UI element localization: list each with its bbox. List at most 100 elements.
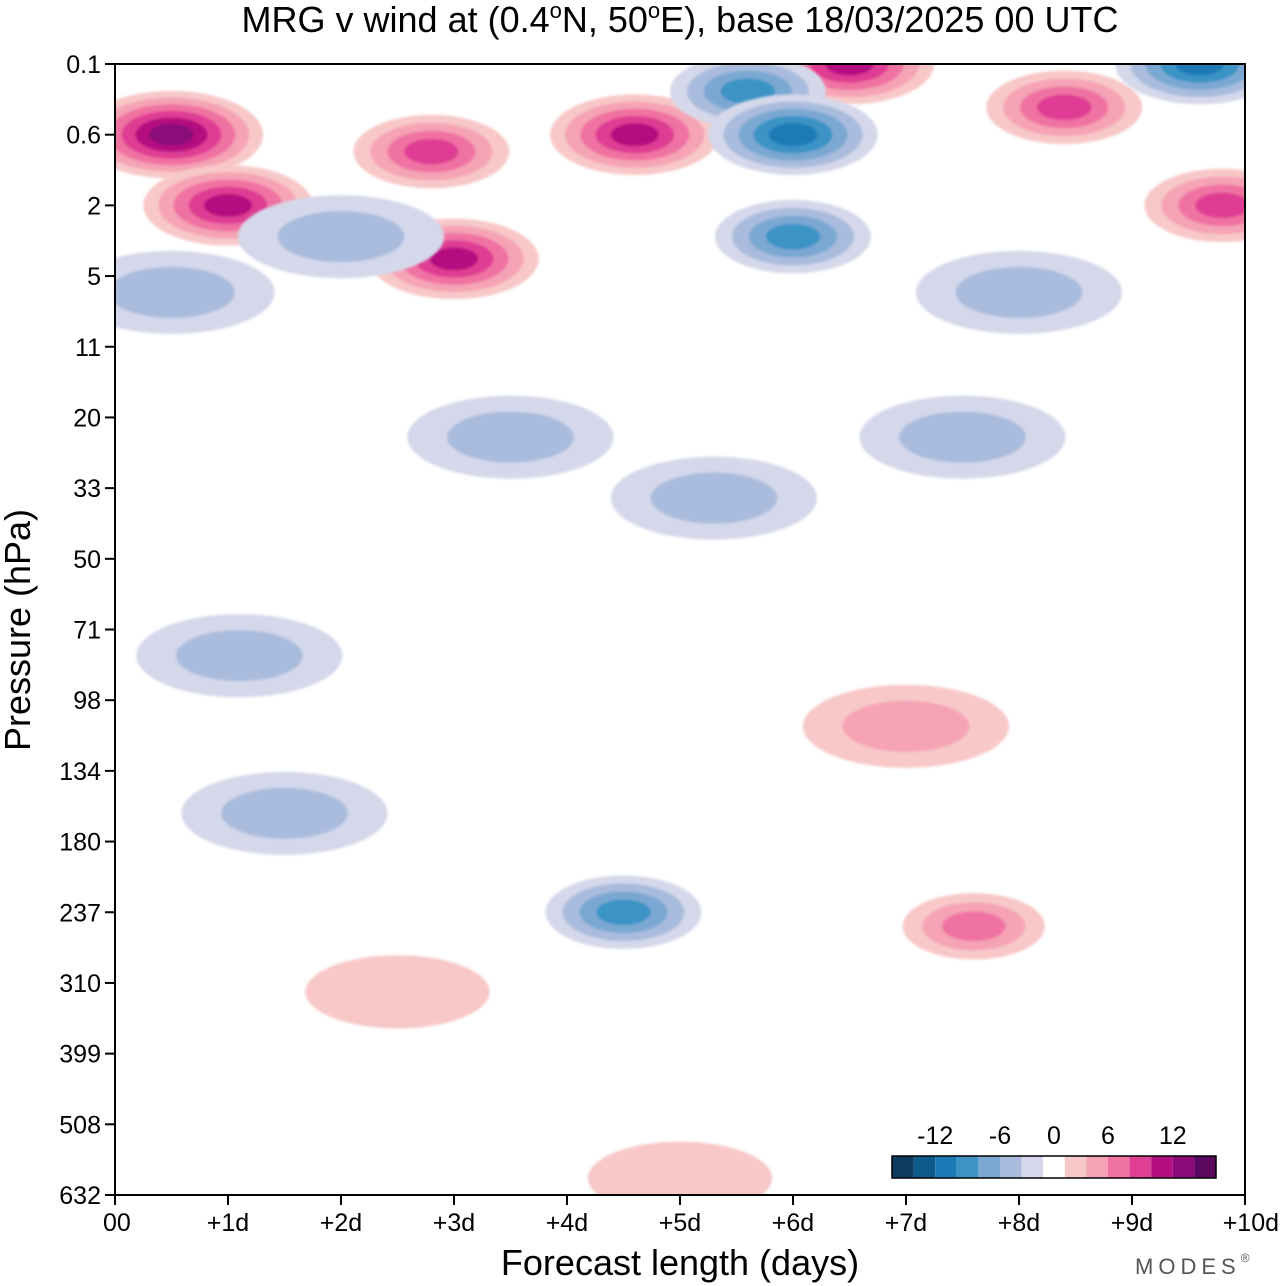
contour-band: [825, 64, 874, 76]
colorbar-swatch: [1021, 1156, 1044, 1178]
contour-field: [115, 64, 1245, 1195]
contour-feature-negative: [1115, 64, 1245, 105]
x-axis: 00 +1d +2d +3d +4d +5d +6d +7d +8d +9d +10d: [103, 1195, 1279, 1237]
y-axis: 0.1 0.6 2 5 11 20 33 50 71 98 134 180 237 310 399 508 63…: [59, 51, 115, 1210]
contour-feature-positive: [115, 90, 264, 179]
colorbar-swatch: [913, 1156, 936, 1178]
colorbar-swatch: [1000, 1156, 1022, 1178]
contour-band: [221, 787, 348, 839]
x-tick-label: +9d: [1111, 1209, 1153, 1237]
contour-feature-positive: [353, 114, 510, 189]
x-tick-label: +1d: [207, 1209, 249, 1237]
colorbar-swatch: [935, 1156, 957, 1178]
y-tick-label: 180: [59, 829, 101, 857]
x-tick-label: +2d: [320, 1209, 362, 1237]
y-tick-label: 20: [73, 404, 101, 432]
colorbar-swatch: [956, 1156, 979, 1178]
y-tick-label: 5: [87, 263, 101, 291]
contour-band: [768, 123, 818, 147]
y-tick-label: 11: [75, 334, 101, 362]
contour-feature-positive: [305, 955, 490, 1029]
x-tick-label: +5d: [659, 1209, 701, 1237]
colorbar-label: 12: [1159, 1122, 1187, 1150]
brand-logo: MODES®: [1135, 1251, 1255, 1279]
contour-feature-negative: [715, 199, 871, 274]
contour-feature-negative: [859, 395, 1066, 479]
y-tick-label: 237: [59, 899, 101, 927]
contour-feature-negative: [181, 771, 388, 855]
x-tick-label: +6d: [772, 1209, 814, 1237]
contour-feature-positive: [550, 94, 720, 175]
y-tick-label: 0.6: [66, 122, 101, 150]
contour-feature-negative: [708, 94, 878, 175]
x-tick-label: +7d: [885, 1209, 927, 1237]
x-axis-title: Forecast length (days): [501, 1242, 859, 1283]
contour-feature-positive: [1144, 168, 1245, 243]
contour-band: [596, 899, 651, 926]
y-tick-label: 50: [73, 546, 101, 574]
x-tick-label: 00: [103, 1209, 131, 1237]
colorbar-swatch: [978, 1156, 1000, 1178]
contour-band: [587, 1141, 773, 1195]
colorbar-swatch: [1108, 1156, 1130, 1178]
contour-feature-negative: [115, 250, 275, 334]
colorbar-swatch: [1194, 1156, 1216, 1178]
y-tick-label: 310: [59, 970, 101, 998]
contour-band: [842, 700, 970, 752]
contour-band: [955, 266, 1083, 318]
contour-band: [203, 193, 253, 217]
contour-band: [765, 223, 821, 250]
contour-feature-positive: [902, 893, 1045, 960]
y-tick-label: 0.1: [66, 51, 101, 79]
contour-band: [175, 630, 303, 682]
x-tick-label: +8d: [998, 1209, 1040, 1237]
x-tick-label: +10d: [1223, 1209, 1279, 1237]
y-tick-label: 399: [59, 1041, 101, 1069]
contour-band: [404, 138, 459, 165]
colorbar-label: 6: [1101, 1122, 1115, 1150]
contour-feature-negative: [407, 395, 614, 479]
y-tick-label: 2: [87, 192, 101, 220]
colorbar-swatch: [1129, 1156, 1152, 1178]
contour-band: [610, 123, 660, 147]
contour-band: [447, 411, 574, 463]
colorbar-frame: [891, 1155, 1217, 1179]
contour-band: [942, 911, 1006, 942]
contour-feature-negative: [610, 456, 817, 540]
y-tick-label: 98: [73, 687, 101, 715]
colorbar-swatch: [1172, 1156, 1195, 1178]
contour-feature-positive: [986, 70, 1143, 145]
contour-band: [650, 472, 778, 524]
contour-feature-negative: [545, 875, 702, 950]
colorbar-swatch: [1086, 1156, 1108, 1178]
contour-feature-positive: [587, 1141, 773, 1195]
contour-band: [277, 211, 405, 263]
contour-band: [149, 124, 194, 146]
y-tick-label: 508: [59, 1111, 101, 1139]
y-axis-title: Pressure (hPa): [0, 509, 38, 751]
colorbar-label: -6: [989, 1122, 1011, 1150]
x-tick-label: +4d: [546, 1209, 588, 1237]
contour-feature-negative: [237, 195, 445, 279]
contour-feature-negative: [915, 250, 1123, 334]
y-tick-label: 632: [59, 1182, 101, 1210]
y-tick-label: 71: [73, 617, 101, 645]
contour-band: [1037, 94, 1092, 121]
colorbar-legend: -12 -6 0 6 12: [891, 1122, 1217, 1179]
contour-band: [305, 955, 490, 1029]
colorbar-swatch: [1064, 1156, 1087, 1178]
contour-feature-positive: [802, 684, 1010, 768]
contour-band: [115, 266, 235, 318]
colorbar-label: -12: [917, 1122, 953, 1150]
colorbar-swatch: [1043, 1156, 1065, 1178]
contour-band: [899, 411, 1026, 463]
contour-band: [1195, 192, 1245, 219]
colorbar-swatch: [892, 1156, 914, 1178]
colorbar-swatch: [1151, 1156, 1173, 1178]
contour-feature-negative: [136, 614, 343, 698]
y-tick-label: 33: [73, 475, 101, 503]
chart-title: MRG v wind at (0.4oN, 50oE), base 18/03/…: [242, 0, 1119, 40]
y-tick-label: 134: [59, 758, 101, 786]
contour-band: [429, 247, 479, 271]
